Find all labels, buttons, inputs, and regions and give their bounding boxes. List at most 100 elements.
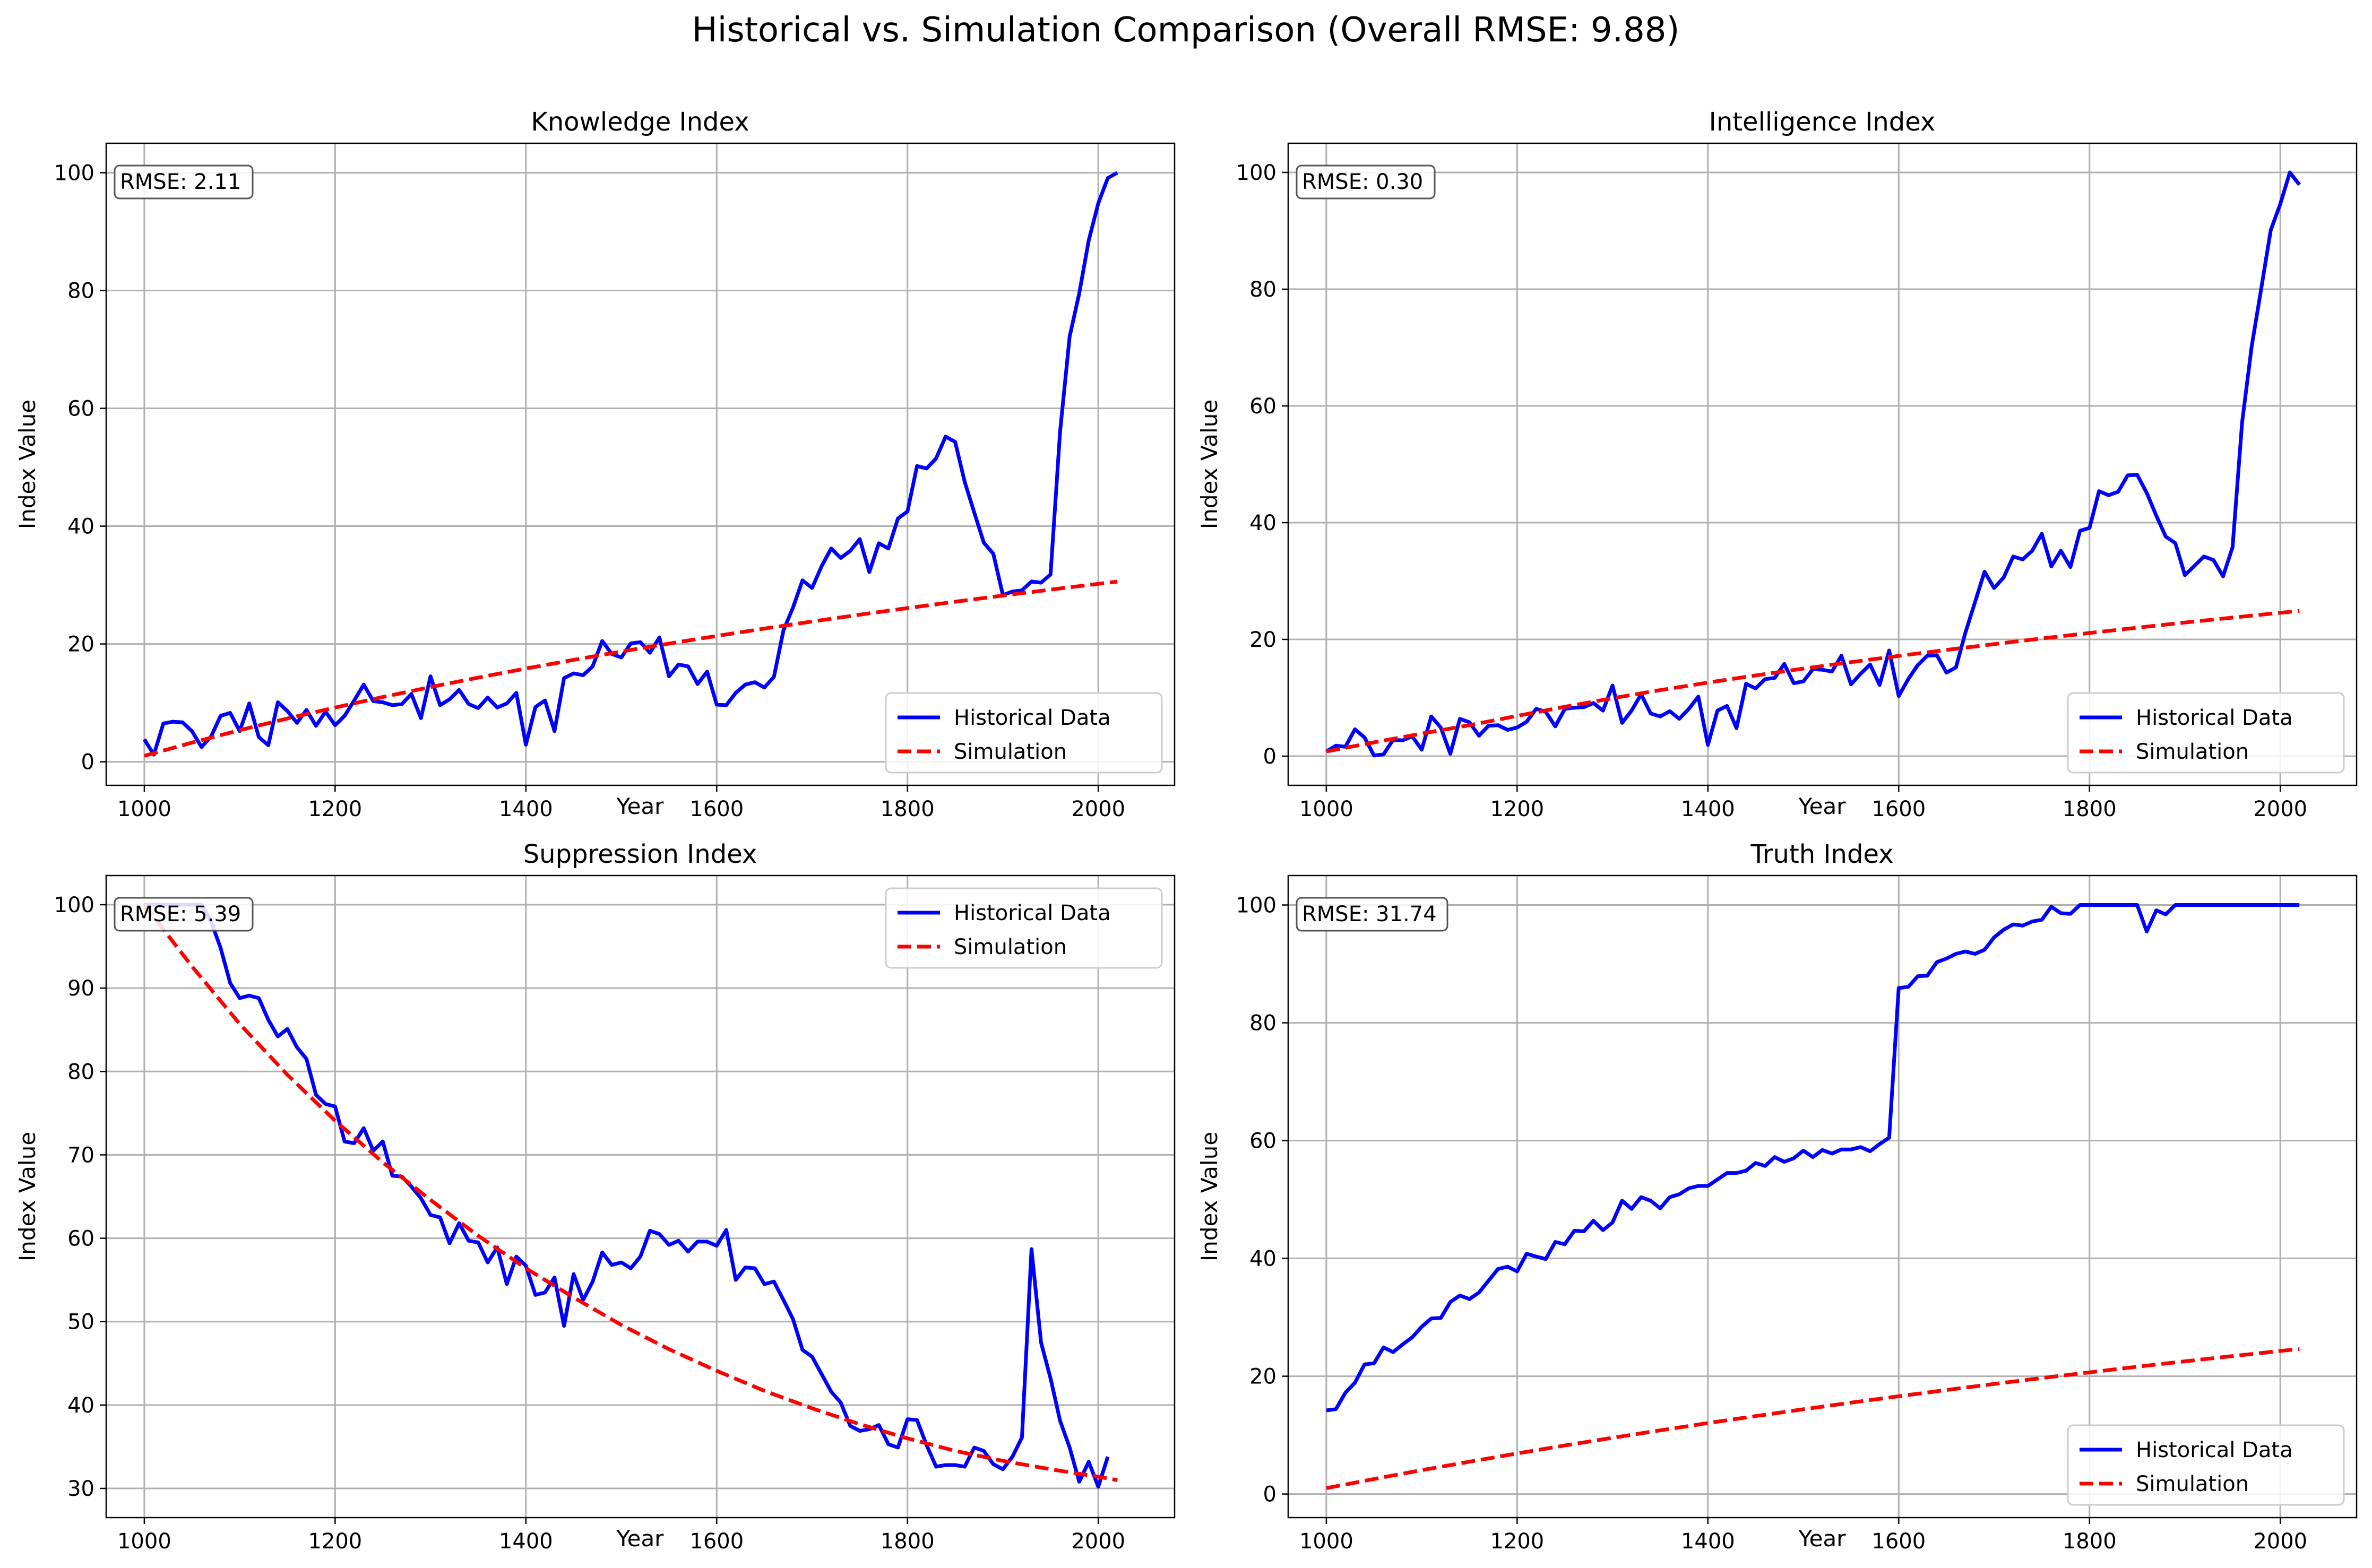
- plot-frame: [1287, 142, 2358, 786]
- x-tick-label: 1400: [499, 1529, 553, 1554]
- x-tick-label: 2000: [1071, 797, 1125, 821]
- x-tick-label: 1600: [689, 1529, 744, 1554]
- legend-label: Simulation: [2136, 740, 2249, 764]
- y-tick-label: 20: [1249, 1365, 1276, 1389]
- y-tick-label: 20: [67, 633, 94, 657]
- x-tick-label: 1200: [308, 797, 362, 821]
- panel-intelligence: Intelligence Index Year Index Value 1000…: [1196, 107, 2358, 821]
- plot-frame: [105, 142, 1176, 786]
- x-tick-label: 1200: [1490, 1529, 1544, 1554]
- simulation-line: [1326, 1347, 2300, 1490]
- y-tick-label: 40: [1249, 1247, 1276, 1271]
- x-axis-label: Year: [1798, 793, 1847, 819]
- x-tick-label: 1600: [1871, 1529, 1926, 1554]
- legend: Historical Data Simulation: [885, 692, 1163, 774]
- y-tick-label: 100: [1236, 161, 1276, 185]
- y-tick-label: 60: [1249, 1129, 1276, 1154]
- y-tick-label: 80: [67, 279, 94, 304]
- legend: Historical Data Simulation: [885, 887, 1163, 969]
- x-tick-label: 1000: [117, 797, 171, 821]
- panel-title: Intelligence Index: [1709, 107, 1936, 137]
- y-tick-label: 0: [1263, 744, 1276, 769]
- simulation-line: [143, 903, 1118, 1482]
- y-tick-label: 50: [67, 1310, 94, 1335]
- y-tick-label: 70: [67, 1143, 94, 1167]
- y-tick-label: 0: [1263, 1483, 1276, 1507]
- x-tick-label: 1400: [1681, 797, 1735, 821]
- panel-knowledge: Knowledge Index Year Index Value 1000 120…: [14, 107, 1176, 821]
- legend-label: Historical Data: [954, 706, 1111, 730]
- historical-line: [1326, 903, 2300, 1413]
- x-tick-label: 1800: [2063, 1529, 2117, 1554]
- legend-label: Simulation: [954, 935, 1067, 959]
- panel-title: Knowledge Index: [531, 107, 749, 137]
- x-tick-label: 1000: [117, 1529, 171, 1554]
- rmse-text: RMSE: 0.30: [1302, 170, 1423, 194]
- grid: [1288, 143, 2357, 785]
- rmse-text: RMSE: 31.74: [1302, 902, 1437, 926]
- y-axis-label: Index Value: [14, 1132, 40, 1261]
- x-tick-label: 1000: [1299, 1529, 1353, 1554]
- plot-frame: [105, 874, 1176, 1519]
- plot-frame: [1287, 874, 2358, 1519]
- rmse-box: [114, 897, 254, 932]
- y-axis-label: Index Value: [14, 400, 40, 529]
- simulation-line: [1326, 609, 2300, 753]
- x-axis-label: Year: [616, 1526, 665, 1552]
- x-tick-label: 1000: [1299, 797, 1353, 821]
- legend-label: Simulation: [2136, 1472, 2249, 1496]
- rmse-box: [1296, 897, 1448, 932]
- x-axis-label: Year: [1798, 1526, 1847, 1552]
- y-tick-label: 60: [1249, 394, 1276, 419]
- panel-truth: Truth Index Year Index Value 1000 1200 140…: [1196, 839, 2358, 1554]
- historical-line: [144, 903, 1110, 1489]
- y-tick-label: 100: [54, 161, 94, 186]
- y-axis-label: Index Value: [1196, 400, 1222, 529]
- figure-title: Historical vs. Simulation Comparison (Ov…: [692, 11, 1680, 50]
- y-tick-label: 80: [1249, 278, 1276, 302]
- y-tick-label: 20: [1249, 628, 1276, 652]
- legend-label: Historical Data: [954, 901, 1111, 925]
- x-tick-label: 2000: [2253, 1529, 2307, 1554]
- rmse-box: [1296, 164, 1436, 200]
- rmse-annotation: RMSE: 2.11: [114, 164, 254, 200]
- y-tick-label: 40: [67, 1393, 94, 1418]
- y-tick-label: 90: [67, 976, 94, 1001]
- x-tick-label: 1600: [689, 797, 744, 821]
- legend-box: [885, 887, 1163, 969]
- y-tick-label: 40: [1249, 511, 1276, 535]
- y-tick-label: 60: [67, 1227, 94, 1251]
- rmse-annotation: RMSE: 31.74: [1296, 897, 1448, 932]
- y-tick-label: 100: [54, 893, 94, 917]
- legend-label: Historical Data: [2136, 706, 2293, 730]
- panel-suppression: Suppression Index Year Index Value 1000 1…: [14, 839, 1176, 1554]
- y-tick-label: 80: [1249, 1011, 1276, 1036]
- panel-title: Truth Index: [1750, 839, 1893, 869]
- grid: [106, 143, 1175, 785]
- simulation-line: [143, 579, 1118, 758]
- x-tick-label: 1200: [1490, 797, 1544, 821]
- legend-box: [885, 692, 1163, 774]
- rmse-annotation: RMSE: 0.30: [1296, 164, 1436, 200]
- y-tick-label: 0: [81, 750, 94, 775]
- x-tick-label: 1400: [1681, 1529, 1735, 1554]
- grid: [1288, 876, 2357, 1518]
- y-tick-label: 40: [67, 515, 94, 539]
- x-tick-label: 1800: [881, 1529, 935, 1554]
- rmse-text: RMSE: 2.11: [120, 170, 241, 194]
- legend-label: Historical Data: [2136, 1438, 2293, 1462]
- x-tick-label: 2000: [1071, 1529, 1125, 1554]
- grid: [106, 876, 1175, 1518]
- x-tick-label: 1400: [499, 797, 553, 821]
- x-tick-label: 1200: [308, 1529, 362, 1554]
- legend-box: [2067, 1424, 2345, 1506]
- y-tick-label: 80: [67, 1060, 94, 1084]
- legend: Historical Data Simulation: [2067, 1424, 2345, 1506]
- x-tick-label: 1800: [2063, 797, 2117, 821]
- historical-line: [142, 171, 1118, 757]
- x-axis-label: Year: [616, 793, 665, 819]
- y-tick-label: 30: [67, 1477, 94, 1501]
- x-tick-label: 1800: [881, 797, 935, 821]
- x-tick-label: 1600: [1871, 797, 1926, 821]
